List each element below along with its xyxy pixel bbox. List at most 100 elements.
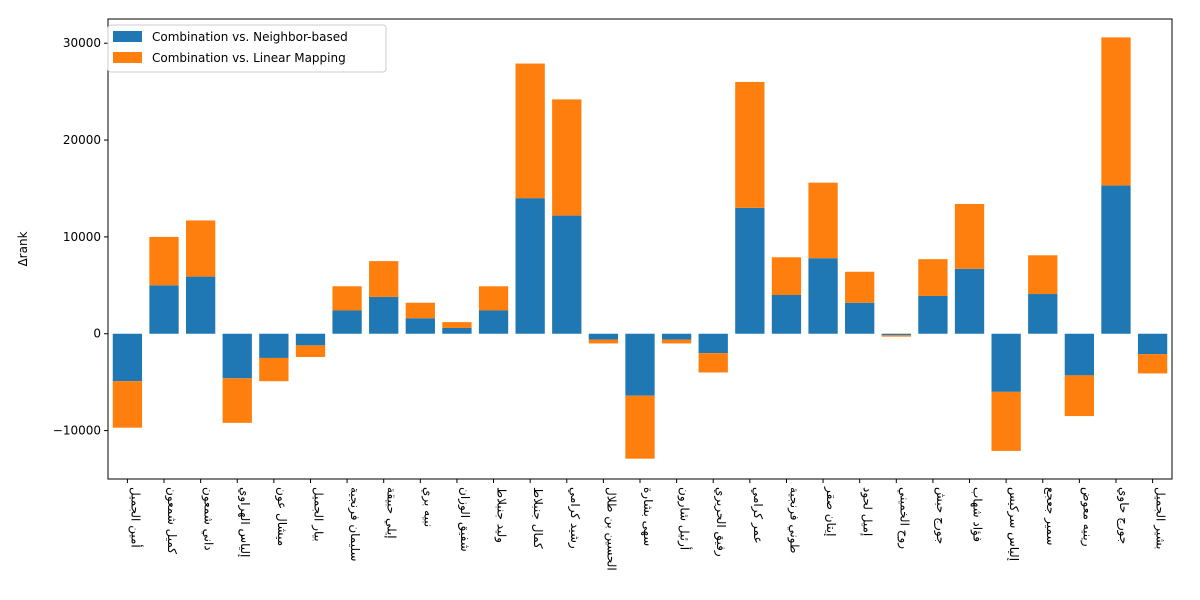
legend-swatch-2 bbox=[113, 52, 142, 63]
y-tick-label: 0 bbox=[93, 327, 101, 341]
bar-series1-4 bbox=[222, 333, 252, 379]
y-tick-label: 20000 bbox=[63, 133, 101, 147]
bar-series1-3 bbox=[185, 276, 216, 334]
x-tick-label: طوني فرنجية bbox=[786, 487, 801, 553]
x-tick-label: إميل لحود bbox=[860, 487, 875, 536]
x-tick-label: سهى بشارة bbox=[640, 487, 655, 546]
bar-series2-4 bbox=[222, 378, 252, 423]
x-tick-label: كمال جنبلاط bbox=[531, 487, 545, 549]
bar-series1-27 bbox=[1064, 333, 1095, 376]
bar-series1-26 bbox=[1028, 294, 1058, 334]
x-tick-label: رشيد كرامي bbox=[567, 487, 582, 549]
bar-series2-8 bbox=[369, 261, 399, 297]
bar-series2-24 bbox=[954, 203, 985, 269]
bar-series2-2 bbox=[149, 236, 179, 286]
bar-series2-21 bbox=[845, 271, 875, 303]
bar-series2-3 bbox=[185, 220, 216, 277]
bar-series1-23 bbox=[918, 295, 948, 334]
bar-series1-2 bbox=[149, 285, 179, 334]
y-tick-label: 10000 bbox=[63, 230, 101, 244]
bar-series1-19 bbox=[771, 295, 802, 334]
x-tick-label: الحسين بن طلال bbox=[603, 487, 618, 571]
legend-label-1: Combination vs. Neighbor-based bbox=[152, 30, 348, 44]
bar-series2-6 bbox=[295, 345, 326, 357]
bar-series2-20 bbox=[808, 182, 838, 259]
x-tick-label: فؤاد شهاب bbox=[970, 487, 985, 542]
bar-series2-19 bbox=[771, 257, 802, 295]
bar-series2-18 bbox=[735, 81, 765, 208]
x-tick-label: بيار الجميل bbox=[310, 487, 325, 542]
x-tick-label: نبيه بري bbox=[420, 487, 435, 527]
x-tick-label: إلياس سركيس bbox=[1006, 487, 1021, 561]
bar-series1-28 bbox=[1101, 185, 1131, 334]
bar-series2-14 bbox=[588, 339, 619, 344]
legend: Combination vs. Neighbor-based Combinatio… bbox=[107, 24, 387, 73]
x-tick-label: إلياس الهراوي bbox=[237, 487, 252, 557]
bar-series2-12 bbox=[515, 63, 545, 199]
x-tick-label: ميشال عون bbox=[274, 487, 289, 546]
bar-series1-11 bbox=[478, 310, 509, 334]
x-tick-label: جورج حاوي bbox=[1116, 487, 1131, 544]
bar-series1-22 bbox=[881, 333, 911, 336]
bar-series2-1 bbox=[112, 381, 143, 428]
x-tick-label: شفيق الوزان bbox=[457, 487, 472, 552]
bar-series2-22 bbox=[881, 335, 911, 337]
bar-series1-15 bbox=[625, 333, 655, 396]
x-tick-label: رفيق الحريري bbox=[713, 487, 728, 557]
legend-label-2: Combination vs. Linear Mapping bbox=[152, 51, 346, 65]
legend-box bbox=[107, 24, 387, 73]
bar-series1-13 bbox=[552, 215, 582, 334]
y-axis-label: Δrank bbox=[16, 231, 30, 266]
bar-series2-28 bbox=[1101, 37, 1131, 186]
x-tick-label: وليد جنبلاط bbox=[494, 487, 509, 543]
bar-series1-17 bbox=[698, 333, 728, 354]
bar-series2-29 bbox=[1137, 354, 1168, 374]
bar-series2-26 bbox=[1028, 255, 1058, 295]
x-tick-label: عمر كرامي bbox=[750, 487, 765, 544]
bar-series2-9 bbox=[405, 302, 435, 319]
x-tick-label: رينيه معوض bbox=[1079, 487, 1094, 547]
legend-swatch-1 bbox=[113, 31, 142, 42]
bar-series1-29 bbox=[1137, 333, 1168, 355]
bar-series2-25 bbox=[991, 391, 1021, 451]
x-tick-label: أرئيل شارون bbox=[677, 487, 693, 550]
bar-series1-12 bbox=[515, 198, 545, 334]
bar-series1-24 bbox=[954, 268, 985, 334]
x-tick-label: إيتان صقر bbox=[823, 486, 838, 536]
bar-series2-16 bbox=[661, 339, 692, 344]
x-tick-label: جورج حبش bbox=[933, 487, 948, 544]
x-tick-label: سمير جعجع bbox=[1043, 487, 1058, 545]
x-tick-label: بشير الجميل bbox=[1153, 487, 1168, 549]
bar-series1-5 bbox=[259, 333, 289, 358]
bar-series1-21 bbox=[845, 302, 875, 334]
bar-series2-23 bbox=[918, 259, 948, 296]
bar-series2-17 bbox=[698, 353, 728, 373]
bar-series1-20 bbox=[808, 258, 838, 334]
x-tick-label: أمين الجميل bbox=[127, 487, 143, 548]
bar-series1-6 bbox=[295, 333, 326, 346]
x-tick-label: سليمان فرنجية bbox=[347, 487, 362, 561]
bar-series1-8 bbox=[369, 296, 399, 334]
y-tick-label: 30000 bbox=[63, 36, 101, 50]
x-tick-label: داني شمعون bbox=[201, 487, 216, 551]
bars-layer bbox=[112, 37, 1168, 459]
bar-series1-14 bbox=[588, 333, 619, 340]
x-tick-label: إيلي حبيقة bbox=[385, 487, 399, 539]
x-axis: أمين الجميل كميل شمعون داني شمعون إلياس اله… bbox=[126, 479, 1168, 571]
bar-series2-7 bbox=[332, 286, 362, 311]
bar-series1-10 bbox=[442, 327, 472, 334]
x-tick-label: كميل شمعون bbox=[164, 487, 179, 554]
bar-series2-10 bbox=[442, 322, 472, 328]
bar-series1-16 bbox=[661, 333, 692, 340]
y-axis: −10000 0 10000 20000 30000 bbox=[53, 36, 108, 438]
y-tick-label: −10000 bbox=[53, 424, 101, 438]
bar-series2-5 bbox=[259, 357, 289, 382]
bar-series2-15 bbox=[625, 395, 655, 459]
bar-series2-11 bbox=[478, 286, 509, 311]
bar-series1-25 bbox=[991, 333, 1021, 392]
bar-series1-1 bbox=[112, 333, 143, 382]
bar-series2-27 bbox=[1064, 375, 1095, 417]
bar-series1-18 bbox=[735, 207, 765, 334]
bar-series2-13 bbox=[552, 99, 582, 216]
